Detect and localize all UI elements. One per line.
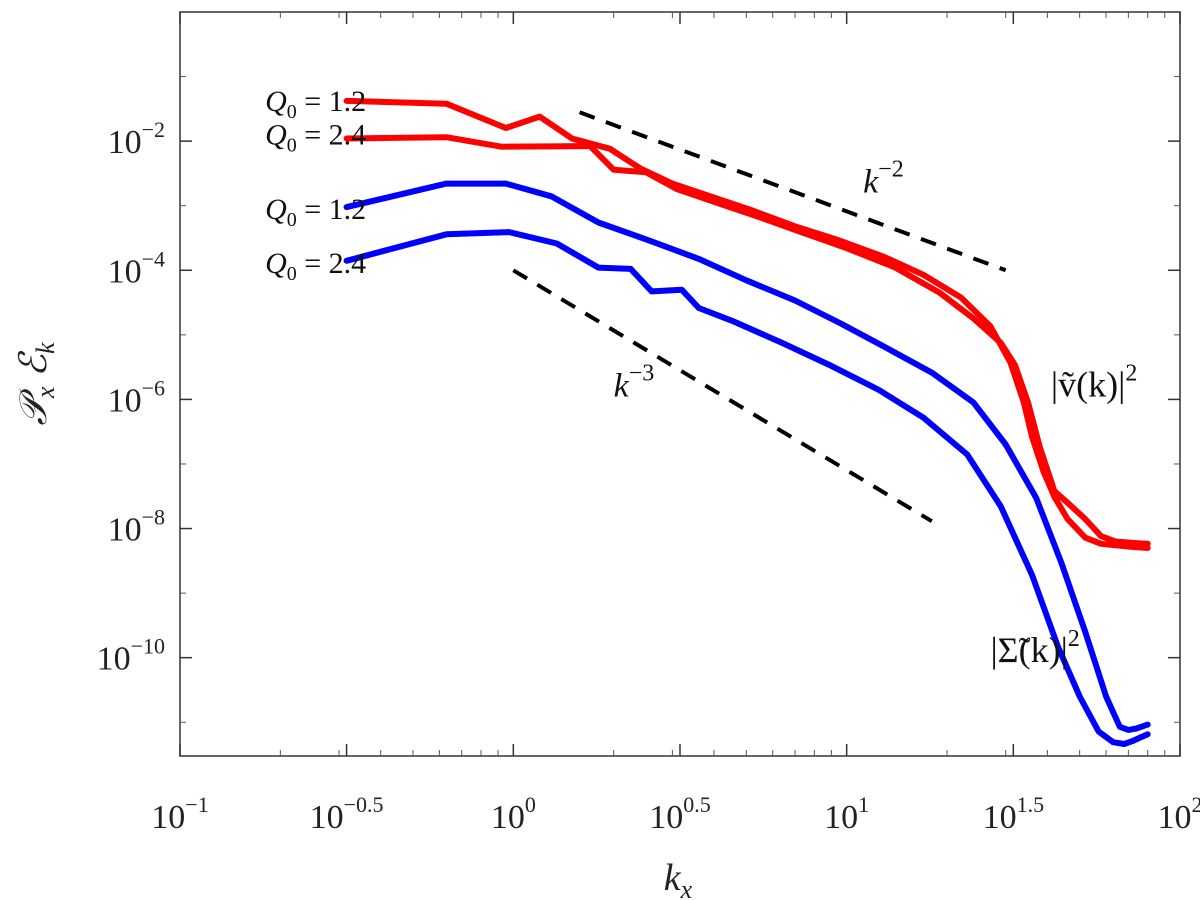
reference-slope-line: [512, 268, 933, 523]
reference-slope-line: [578, 110, 1007, 273]
x-tick-label: 10−1: [151, 792, 208, 836]
y-tick-label: 10−6: [108, 375, 165, 419]
annotation-layer: Q0 = 1.2Q0 = 2.4Q0 = 1.2Q0 = 2.4k−2k−3 |ṽ…: [265, 85, 1137, 670]
y-tick-label: 10−2: [108, 117, 165, 161]
y-tick-label: 10−4: [108, 246, 165, 290]
x-axis-label: kx: [664, 857, 693, 900]
y-axis-label: 𝒫x ℰk: [13, 342, 60, 425]
x-tick-label: 101.5: [983, 792, 1044, 836]
q0-annotation: Q0 = 1.2: [265, 85, 366, 123]
x-tick-label: 100: [491, 792, 536, 836]
x-tick-label: 101: [824, 792, 869, 836]
q0-annotation: Q0 = 1.2: [265, 193, 366, 231]
x-tick-label: 100.5: [649, 792, 711, 836]
q0-annotation: Q0 = 2.4: [265, 119, 366, 157]
x-tick-label: 102: [1158, 792, 1200, 836]
series-line: [343, 180, 1151, 733]
slope-label: k−2: [863, 157, 904, 201]
q0-annotation: Q0 = 2.4: [265, 247, 366, 285]
slope-label: k−3: [614, 361, 655, 405]
series-line: [343, 229, 1151, 747]
x-axis-ticks: 10−1 10−0.5 100 100.5 101 101.5 102: [151, 12, 1200, 836]
y-minor-ticks: [180, 76, 1180, 723]
series-line: [343, 134, 1151, 547]
y-tick-label: 10−10: [97, 634, 165, 678]
curve-label: |ṽ(k)|2: [1051, 361, 1137, 405]
curve-label: |Σ̃(k)|2: [990, 626, 1079, 670]
series-line: [343, 97, 1151, 551]
y-axis-ticks: 10−2 10−4 10−6 10−8 10−10: [97, 117, 1180, 678]
x-tick-label: 10−0.5: [310, 792, 384, 836]
x-minor-ticks: [279, 12, 1166, 756]
series-layer: [343, 97, 1151, 747]
y-tick-label: 10−8: [108, 505, 165, 549]
